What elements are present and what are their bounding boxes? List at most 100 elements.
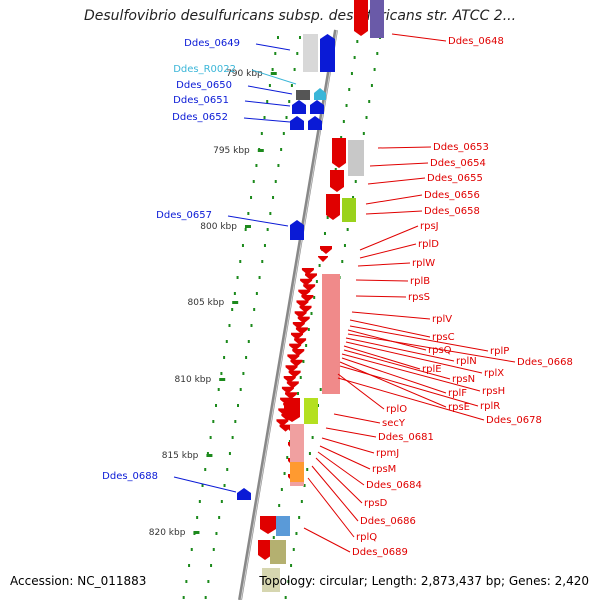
right-gene-label: rplE bbox=[422, 364, 442, 375]
right-dotted-track-dot bbox=[353, 56, 356, 59]
right-dotted-track-dot bbox=[334, 168, 337, 171]
inner-dotted-track-dot bbox=[220, 500, 223, 503]
gene-ddes-0652b-arrow bbox=[308, 116, 322, 130]
right-dotted-track-dot bbox=[354, 180, 357, 183]
right-gene-label: secY bbox=[382, 418, 406, 429]
inner-dotted-track-dot bbox=[258, 276, 261, 279]
left-gene-label: Ddes_0657 bbox=[156, 210, 212, 221]
gene-ddes-0649-shade bbox=[303, 34, 318, 72]
left-dotted-track-dot bbox=[215, 404, 218, 407]
gene-shade bbox=[348, 140, 364, 176]
right-label-leader bbox=[365, 210, 423, 215]
right-dotted-track-dot bbox=[350, 72, 353, 75]
left-dotted-track-dot bbox=[260, 132, 263, 135]
inner-dotted-track-dot bbox=[269, 212, 272, 215]
scale-label: 810 kbp bbox=[175, 375, 212, 385]
inner-dotted-track-dot bbox=[280, 148, 283, 151]
gene-shade bbox=[342, 198, 356, 222]
right-label-leader bbox=[341, 353, 481, 392]
left-dotted-track-dot bbox=[276, 36, 279, 39]
right-dotted-track-dot bbox=[317, 404, 320, 407]
right-label-leader bbox=[347, 333, 516, 363]
left-dotted-track-dot bbox=[239, 260, 242, 263]
right-label-leader bbox=[339, 365, 479, 407]
left-dotted-track-dot bbox=[247, 212, 250, 215]
right-gene-label: rpsQ bbox=[428, 345, 452, 356]
right-gene-label: rpsM bbox=[372, 464, 396, 475]
right-gene-label: rplB bbox=[410, 276, 430, 287]
ribosomal-gene-arrow bbox=[296, 300, 309, 308]
right-gene-label: Ddes_0686 bbox=[360, 516, 416, 527]
right-dotted-track-dot bbox=[348, 88, 351, 91]
left-gene-label: Ddes_0651 bbox=[173, 95, 229, 106]
right-dotted-track-dot bbox=[343, 244, 346, 247]
gene-ddes-0651-arrow bbox=[310, 100, 324, 114]
right-label-leader bbox=[345, 337, 455, 362]
right-dotted-track-dot bbox=[288, 440, 291, 443]
right-gene-label: rplR bbox=[480, 401, 500, 412]
right-label-leader bbox=[355, 279, 409, 282]
ribosomal-gene-arrow bbox=[294, 338, 307, 346]
ribosomal-gene-arrow bbox=[288, 370, 301, 378]
right-label-leader bbox=[343, 349, 451, 380]
right-dotted-track-dot bbox=[315, 280, 318, 283]
inner-dotted-track-dot bbox=[274, 180, 277, 183]
right-dotted-track-dot bbox=[308, 452, 311, 455]
right-label-leader bbox=[321, 437, 375, 454]
right-dotted-track-dot bbox=[311, 436, 314, 439]
left-dotted-track-dot bbox=[185, 580, 188, 583]
right-dotted-track-dot bbox=[292, 548, 295, 551]
ribosomal-gene-arrow bbox=[292, 349, 305, 356]
left-dotted-track-dot bbox=[206, 452, 209, 455]
right-gene-label: rpsN bbox=[452, 374, 475, 385]
right-dotted-track-dot bbox=[345, 104, 348, 107]
right-gene-label: Ddes_0681 bbox=[378, 432, 434, 443]
right-label-leader bbox=[351, 311, 431, 320]
right-gene-label: rpsS bbox=[408, 292, 430, 303]
map-title: Desulfovibrio desulfuricans subsp. desul… bbox=[83, 8, 517, 24]
left-dotted-track-dot bbox=[223, 356, 226, 359]
left-dotted-track-dot bbox=[263, 116, 266, 119]
scale-label: 820 kbp bbox=[149, 528, 186, 538]
ribosomal-gene-arrow bbox=[298, 289, 311, 297]
gene-reverse-arrow bbox=[330, 170, 344, 192]
right-dotted-track-dot bbox=[297, 392, 300, 395]
scale-label: 805 kbp bbox=[188, 298, 225, 308]
left-dotted-track-dot bbox=[212, 420, 215, 423]
gene-ddes-0657-arrow bbox=[290, 220, 304, 240]
right-dotted-track-dot bbox=[340, 136, 343, 139]
gene-reverse-arrow bbox=[326, 194, 340, 220]
gene-reverse-arrow bbox=[284, 398, 300, 422]
ribosomal-gene-arrow bbox=[281, 386, 294, 394]
gene-shade bbox=[270, 540, 286, 564]
ribosomal-gene-arrow bbox=[299, 305, 312, 313]
right-gene-label: Ddes_0656 bbox=[424, 190, 480, 201]
right-dotted-track-dot bbox=[295, 532, 298, 535]
ribosomal-gene-arrow bbox=[303, 284, 316, 292]
gene-ddes-r0022-arrow bbox=[314, 88, 326, 100]
scale-tick bbox=[232, 301, 239, 304]
inner-dotted-track-dot bbox=[228, 452, 231, 455]
inner-dotted-track-dot bbox=[277, 164, 280, 167]
right-gene-label: rpsH bbox=[482, 386, 505, 397]
left-gene-label: Ddes_0652 bbox=[172, 112, 228, 123]
gene-reverse-arrow bbox=[320, 246, 332, 254]
left-label-leader bbox=[247, 85, 293, 95]
left-dotted-track-dot bbox=[233, 292, 236, 295]
right-label-leader bbox=[345, 341, 483, 374]
inner-dotted-track-dot bbox=[215, 532, 218, 535]
topology-label: Topology: circular; Length: 2,873,437 bp… bbox=[259, 574, 589, 588]
inner-dotted-track-dot bbox=[285, 116, 288, 119]
inner-dotted-track-dot bbox=[298, 36, 301, 39]
right-gene-label: Ddes_0653 bbox=[433, 142, 489, 153]
right-label-leader bbox=[311, 465, 359, 522]
left-dotted-track-dot bbox=[244, 228, 247, 231]
inner-dotted-track-dot bbox=[261, 260, 264, 263]
inner-dotted-track-dot bbox=[218, 516, 221, 519]
inner-dotted-track-dot bbox=[293, 68, 296, 71]
left-dotted-track-dot bbox=[209, 436, 212, 439]
left-label-leader bbox=[255, 43, 291, 51]
left-dotted-track-dot bbox=[271, 68, 274, 71]
inner-dotted-track-dot bbox=[226, 468, 229, 471]
left-dotted-track-dot bbox=[231, 308, 234, 311]
